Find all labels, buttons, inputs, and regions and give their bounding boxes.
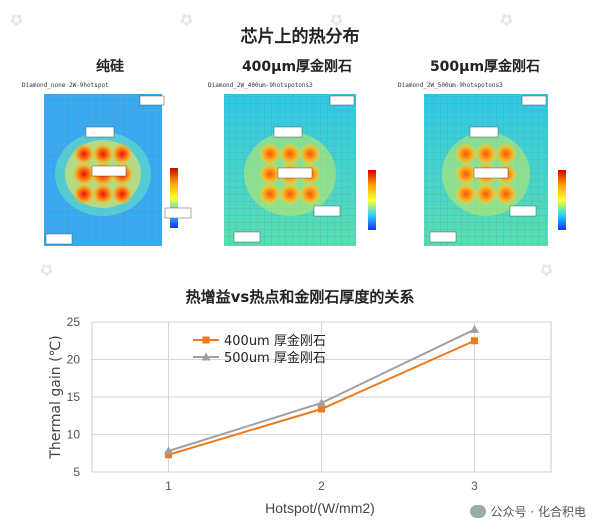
thermal-map-caption: Diamond_2W_500um-9hotspotons3 — [398, 82, 503, 89]
watermark: ✿ — [36, 259, 58, 282]
thermal-map-silicon: Diamond_none 2W-9hotspot — [22, 82, 202, 254]
axis-ticks: 5 10 15 20 25 1 2 3 — [67, 315, 479, 493]
data-point — [317, 398, 326, 407]
wechat-icon — [469, 505, 486, 518]
thermal-map-caption: Diamond_2W_400um-9hotspotons3 — [208, 82, 313, 89]
panel-subtitle: 纯硅 — [96, 59, 124, 75]
thermal-map-400um: Diamond_2W_400um-9hotspotons3 — [208, 82, 388, 254]
legend-marker — [201, 352, 211, 361]
footer-text: 公众号 · 化合积电 — [490, 505, 586, 519]
thermal-map-image — [224, 94, 376, 246]
page-title: 芯片上的热分布 — [240, 27, 360, 47]
thermal-map-500um: Diamond_2W_500um-9hotspotons3 — [398, 82, 578, 254]
series — [164, 325, 479, 459]
y-tick-label: 10 — [67, 428, 81, 442]
data-point — [165, 451, 172, 459]
legend-label: 500um 厚金刚石 — [224, 350, 326, 366]
y-axis-label: Thermal gain (℃) — [48, 335, 64, 459]
watermark: ✿ — [536, 259, 558, 282]
y-tick-label: 20 — [67, 353, 81, 367]
x-tick-label: 2 — [318, 479, 325, 493]
thermal-map-image — [44, 94, 192, 246]
x-tick-label: 1 — [165, 479, 172, 493]
gridlines — [92, 321, 551, 473]
y-tick-label: 25 — [67, 315, 81, 329]
panel-subtitle: 500μm厚金刚石 — [429, 59, 541, 75]
footer: 公众号 · 化合积电 — [469, 503, 586, 520]
thermal-map-caption: Diamond_none 2W-9hotspot — [22, 82, 109, 89]
y-tick-label: 15 — [67, 390, 81, 404]
legend-marker — [202, 336, 210, 344]
legend-label: 400um 厚金刚石 — [224, 333, 326, 349]
x-axis-label: Hotspot/(W/mm2) — [265, 500, 375, 516]
x-tick-label: 3 — [471, 479, 478, 493]
panel-subtitle: 400μm厚金刚石 — [241, 59, 353, 75]
data-point — [164, 446, 173, 455]
data-point — [471, 337, 478, 345]
data-point — [470, 325, 479, 333]
chart-title: 热增益vs热点和金刚石厚度的关系 — [185, 288, 415, 306]
thermal-map-image — [424, 94, 566, 246]
y-tick-label: 5 — [73, 465, 80, 479]
data-point — [318, 405, 325, 413]
